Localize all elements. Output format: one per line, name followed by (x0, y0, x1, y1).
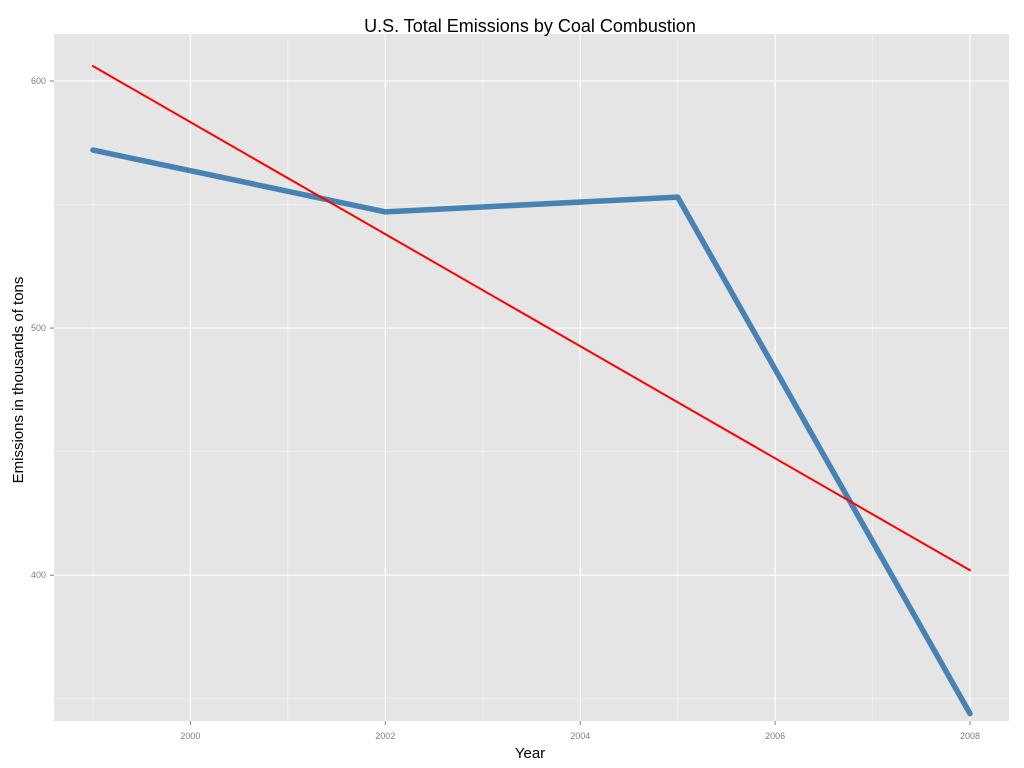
x-tick-label: 2002 (375, 731, 395, 741)
x-axis-label: Year (515, 745, 545, 762)
x-tick-label: 2000 (180, 731, 200, 741)
x-axis-ticks: 2000 2002 2004 2006 2008 (180, 721, 980, 741)
y-tick-label: 500 (31, 323, 46, 333)
x-tick-label: 2004 (570, 731, 590, 741)
x-tick-label: 2008 (960, 731, 980, 741)
series-layer (90, 65, 973, 717)
fit-line (92, 65, 971, 572)
major-gridlines (54, 34, 1009, 721)
y-tick-label: 400 (31, 570, 46, 580)
y-tick-label: 600 (31, 76, 46, 86)
plot-panel (54, 34, 1009, 721)
minor-gridlines (54, 34, 1009, 721)
chart-title: U.S. Total Emissions by Coal Combustion (364, 16, 696, 36)
y-axis-ticks: 400 500 600 (31, 76, 54, 580)
y-axis-label: Emissions in thousands of tons (10, 277, 27, 484)
observed-line (90, 147, 973, 717)
x-tick-label: 2006 (765, 731, 785, 741)
